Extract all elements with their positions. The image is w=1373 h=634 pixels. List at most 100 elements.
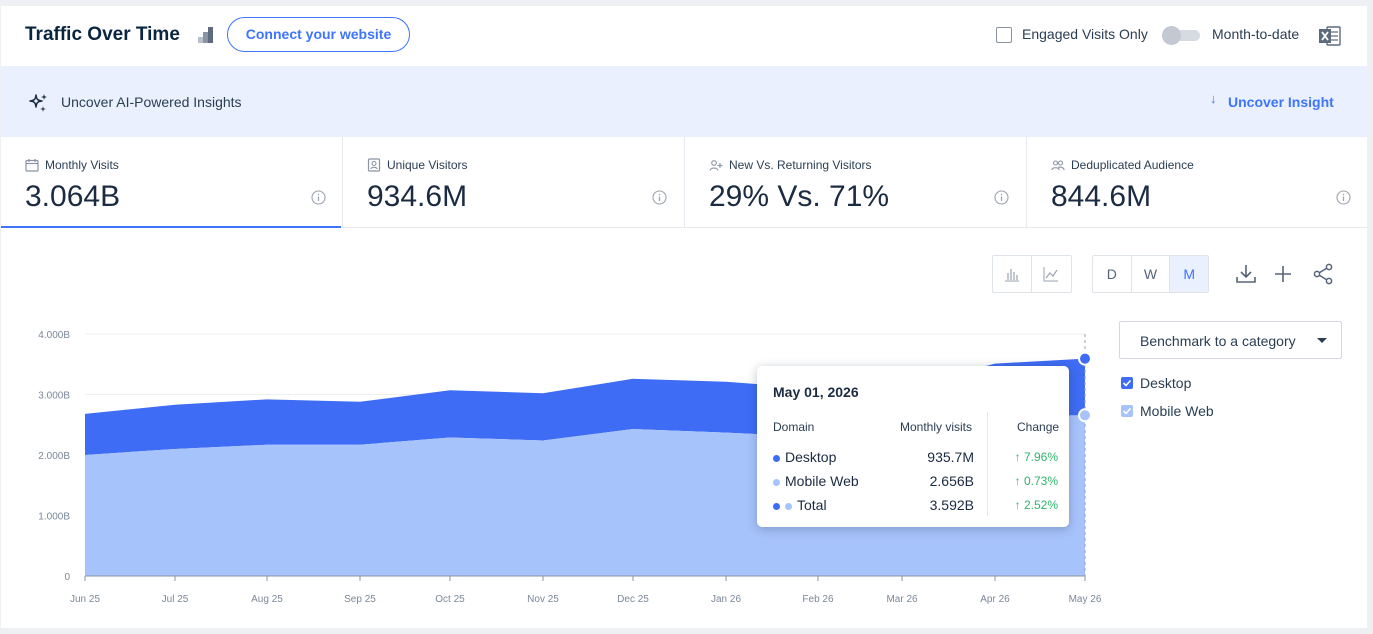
x-tick-label: Sep 25 [344,594,376,605]
metric-label: New Vs. Returning Visitors [729,158,872,172]
y-tick-label: 3.000B [38,391,70,402]
user-plus-icon [709,160,723,171]
tooltip-row-change: ↑ 2.52% [1015,498,1058,512]
tooltip-col-visits: Monthly visits [900,420,973,434]
x-tick-label: Apr 26 [980,594,1010,605]
caret-down-icon [1317,338,1327,343]
chart-tooltip: May 01, 2026 Domain Monthly visits Chang… [757,366,1069,527]
series-dot [773,479,780,486]
metric-unique-visitors[interactable]: Unique Visitors 934.6M [342,137,683,227]
chart-type-group [992,255,1072,293]
tooltip-row: Mobile Web 2.656B ↑ 0.73% [757,473,1069,491]
hover-point-desktop [1078,351,1092,366]
users-icon [1051,160,1065,171]
bar-chart-icon [1005,269,1019,282]
legend-label: Desktop [1140,375,1192,391]
metric-value: 3.064B [25,180,121,213]
tooltip-row-value: 3.592B [929,497,974,513]
line-chart-button[interactable] [1031,256,1070,292]
metric-value: 934.6M [367,180,468,213]
download-icon[interactable] [1234,262,1258,286]
info-icon[interactable] [994,190,1009,205]
toggle-track [1168,30,1200,41]
granularity-week-button[interactable]: W [1130,256,1170,292]
metric-label: Unique Visitors [387,158,468,172]
tooltip-divider [987,412,988,516]
excel-export-icon[interactable] [1318,24,1342,48]
engaged-visits-checkbox[interactable] [996,27,1012,43]
uncover-insight-link[interactable]: Uncover Insight [1228,94,1334,110]
arrow-up-icon: ↑ [1014,498,1024,512]
metric-label: Deduplicated Audience [1071,158,1194,172]
x-tick-label: Feb 26 [802,594,834,605]
granularity-group: D W M [1092,255,1209,293]
tooltip-row-value: 935.7M [927,449,974,465]
tooltip-row-change: ↑ 7.96% [1015,450,1058,464]
x-tick-label: Nov 25 [527,594,559,605]
y-tick-label: 2.000B [38,451,70,462]
info-icon[interactable] [652,190,667,205]
benchmark-label: Benchmark to a category [1140,333,1296,349]
tooltip-col-change: Change [1017,420,1060,434]
change-value: 0.73% [1023,474,1058,488]
x-tick-label: May 26 [1069,594,1102,605]
line-chart-icon [1043,267,1058,282]
metric-new-vs-returning[interactable]: New Vs. Returning Visitors 29% Vs. 71% [684,137,1025,227]
granularity-month-button[interactable]: M [1169,256,1209,292]
change-value: 7.96% [1023,450,1058,464]
arrow-up-icon: ↑ [1014,450,1024,464]
benchmark-dropdown[interactable]: Benchmark to a category [1119,321,1342,359]
tooltip-row-name: Desktop [785,449,837,465]
y-tick-label: 1.000B [38,512,70,523]
x-tick-label: Jan 26 [711,594,741,605]
metric-value: 29% Vs. 71% [709,180,890,213]
connect-website-button[interactable]: Connect your website [227,17,410,52]
tooltip-row: Desktop 935.7M ↑ 7.96% [757,449,1069,467]
tooltip-row: Total 3.592B ↑ 2.52% [757,497,1069,515]
change-value: 2.52% [1023,498,1058,512]
month-to-date-label: Month-to-date [1212,26,1300,42]
x-tick-label: Aug 25 [251,594,283,605]
y-tick-label: 4.000B [38,330,70,341]
insights-label: Uncover AI-Powered Insights [61,94,242,110]
granularity-day-button[interactable]: D [1106,266,1117,282]
month-to-date-toggle[interactable] [1162,26,1200,45]
x-tick-label: Dec 25 [617,594,649,605]
x-tick-label: Oct 25 [435,594,465,605]
info-icon[interactable] [1336,190,1351,205]
checkbox-checked-icon [1121,405,1133,417]
checkbox-checked-icon [1121,377,1133,389]
metric-label: Monthly Visits [45,158,119,172]
tooltip-row-value: 2.656B [929,473,974,489]
bar-steps-icon[interactable] [197,26,215,44]
page-title: Traffic Over Time [25,24,180,45]
user-card-icon [367,158,381,172]
y-tick-label: 0 [64,572,70,583]
toggle-knob [1162,26,1181,45]
plus-icon[interactable] [1271,262,1295,286]
calendar-icon [25,159,39,172]
metric-monthly-visits[interactable]: Monthly Visits 3.064B [1,137,342,228]
arrow-up-icon: ↑ [1014,474,1024,488]
metric-deduplicated-audience[interactable]: Deduplicated Audience 844.6M [1026,137,1367,227]
series-dot [773,503,780,510]
tooltip-row-change: ↑ 0.73% [1015,474,1058,488]
bar-chart-button[interactable] [993,256,1031,292]
ai-insights-bar: Uncover AI-Powered Insights ↓ Uncover In… [1,66,1367,137]
tooltip-col-domain: Domain [773,420,815,434]
hover-point-mobile-web [1078,408,1092,423]
legend-label: Mobile Web [1140,403,1214,419]
sparkle-icon [29,94,47,112]
metric-value: 844.6M [1051,180,1152,213]
arrow-down-icon: ↓ [1210,91,1217,106]
info-icon[interactable] [311,190,326,205]
x-tick-label: Mar 26 [886,594,918,605]
engaged-visits-label: Engaged Visits Only [1022,26,1148,42]
series-dot [785,503,792,510]
tooltip-row-name: Mobile Web [785,473,859,489]
tooltip-row-name: Total [797,497,827,513]
series-dot [773,455,780,462]
x-tick-label: Jun 25 [70,594,100,605]
x-tick-label: Jul 25 [162,594,189,605]
share-icon[interactable] [1311,262,1335,286]
